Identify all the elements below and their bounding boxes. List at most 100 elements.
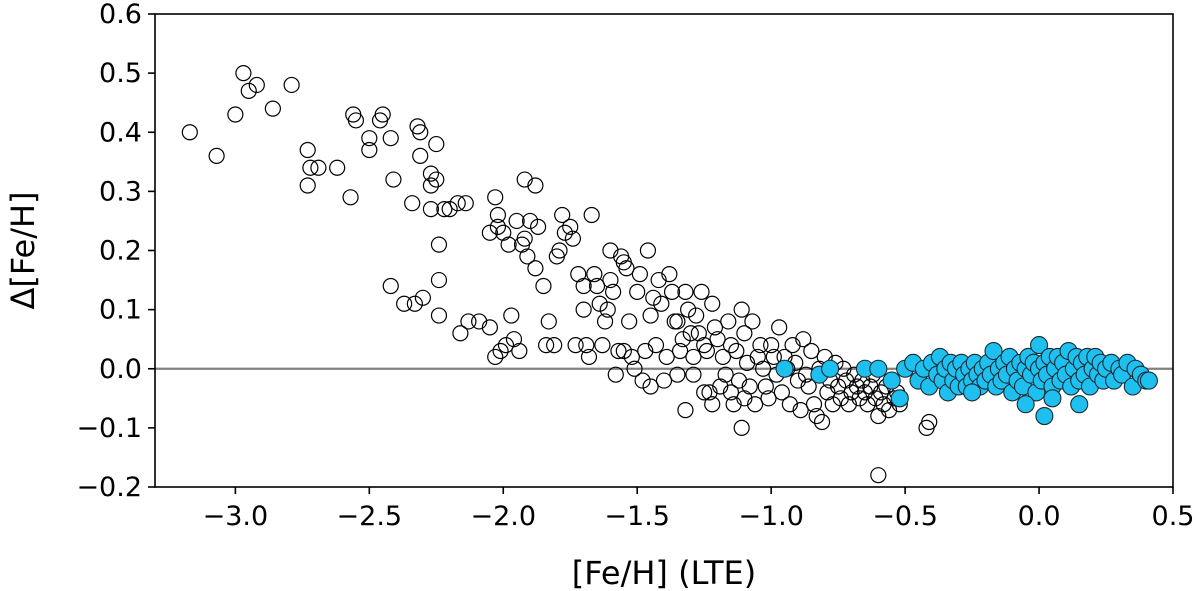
data-point-open (602, 271, 619, 289)
data-point-open (422, 201, 440, 218)
data-point-open (500, 236, 517, 253)
data-point-open (406, 295, 423, 312)
data-point-open (551, 242, 568, 259)
data-point-open (235, 65, 252, 82)
data-point-open (596, 313, 614, 330)
data-point-open (604, 283, 622, 300)
data-point-open (575, 301, 592, 318)
data-point-open (497, 337, 515, 354)
data-point-open (385, 171, 402, 188)
y-tick-label: 0.3 (99, 176, 142, 207)
x-tick-label: −3.0 (203, 501, 269, 532)
data-point-open (516, 171, 533, 188)
data-point-open (840, 396, 857, 413)
data-point-filled (1016, 395, 1035, 414)
data-point-open (824, 396, 841, 413)
data-point-open (505, 331, 523, 348)
data-point-open (730, 372, 748, 389)
data-point-open (704, 396, 721, 413)
data-point-open (487, 189, 504, 206)
data-point-open (647, 337, 665, 354)
data-point-open (310, 159, 327, 176)
data-point-open (690, 325, 707, 342)
data-point-open (299, 177, 316, 194)
data-point-open (851, 390, 868, 407)
data-point-open (736, 325, 753, 342)
data-point-filled (984, 341, 1003, 361)
data-point-open (428, 171, 445, 188)
data-point-open (728, 342, 745, 360)
data-point-open (704, 295, 721, 312)
data-point-open (789, 372, 807, 389)
x-tick-label: −0.5 (872, 501, 938, 532)
y-axis-label: Δ[Fe/H] (4, 191, 42, 309)
x-tick-label: 0.0 (1018, 501, 1061, 532)
data-point-open (396, 295, 413, 312)
data-point-open (508, 212, 525, 230)
data-point-open (556, 224, 573, 241)
data-point-open (302, 159, 319, 176)
data-point-open (805, 396, 823, 413)
data-point-open (599, 301, 616, 318)
data-point-filled (775, 359, 794, 378)
plot-frame (154, 13, 1174, 488)
data-point-open (843, 384, 860, 401)
data-point-open (436, 201, 453, 218)
y-tick-label: 0.5 (99, 58, 142, 89)
data-point-open (562, 218, 579, 235)
data-point-open (430, 236, 448, 253)
data-point-open (422, 165, 440, 182)
data-point-open (733, 301, 750, 318)
data-point-open (414, 289, 431, 306)
data-point-open (781, 396, 799, 413)
data-point-open (752, 337, 769, 354)
data-point-open (848, 378, 865, 395)
data-point-open (527, 177, 544, 194)
data-point-open (832, 390, 849, 407)
x-tick-label: −2.5 (337, 501, 403, 532)
data-point-open (685, 366, 702, 383)
data-point-open (489, 218, 507, 235)
data-point-open (714, 348, 732, 366)
data-point-open (538, 337, 555, 354)
data-point-open (208, 147, 225, 164)
data-point-open (744, 313, 761, 330)
data-point-open (677, 402, 694, 419)
data-point-open (610, 342, 627, 360)
x-tick-label: −2.0 (470, 501, 536, 532)
data-point-open (671, 342, 689, 360)
data-point-open (639, 242, 657, 259)
data-point-filled (1035, 406, 1054, 426)
data-point-open (663, 283, 681, 300)
data-point-open (669, 313, 686, 330)
data-point-open (921, 413, 938, 431)
data-point-open (471, 313, 488, 330)
data-point-open (867, 390, 884, 407)
data-point-open (511, 342, 528, 360)
data-point-open (880, 402, 898, 419)
data-point-open (701, 384, 718, 401)
data-point-open (655, 372, 673, 389)
data-point-open (578, 337, 595, 354)
data-point-open (564, 230, 582, 247)
data-point-open (784, 337, 801, 354)
data-point-open (722, 337, 740, 354)
x-tick-label: −1.5 (604, 501, 670, 532)
data-point-open (830, 378, 847, 395)
data-point-filled (1139, 371, 1158, 390)
data-point-filled (1043, 389, 1062, 408)
data-point-open (746, 396, 764, 413)
data-point-filled (1030, 336, 1049, 355)
data-point-filled (963, 383, 982, 402)
data-point-open (594, 337, 611, 354)
data-point-open (763, 337, 780, 354)
data-point-open (661, 266, 678, 283)
data-point-open (872, 384, 890, 401)
data-point-open (741, 378, 758, 395)
data-point-open (696, 384, 713, 401)
data-point-open (422, 177, 440, 194)
data-point-open (634, 372, 651, 389)
data-point-open (449, 195, 466, 212)
data-point-open (481, 319, 498, 336)
data-point-open (516, 230, 533, 247)
